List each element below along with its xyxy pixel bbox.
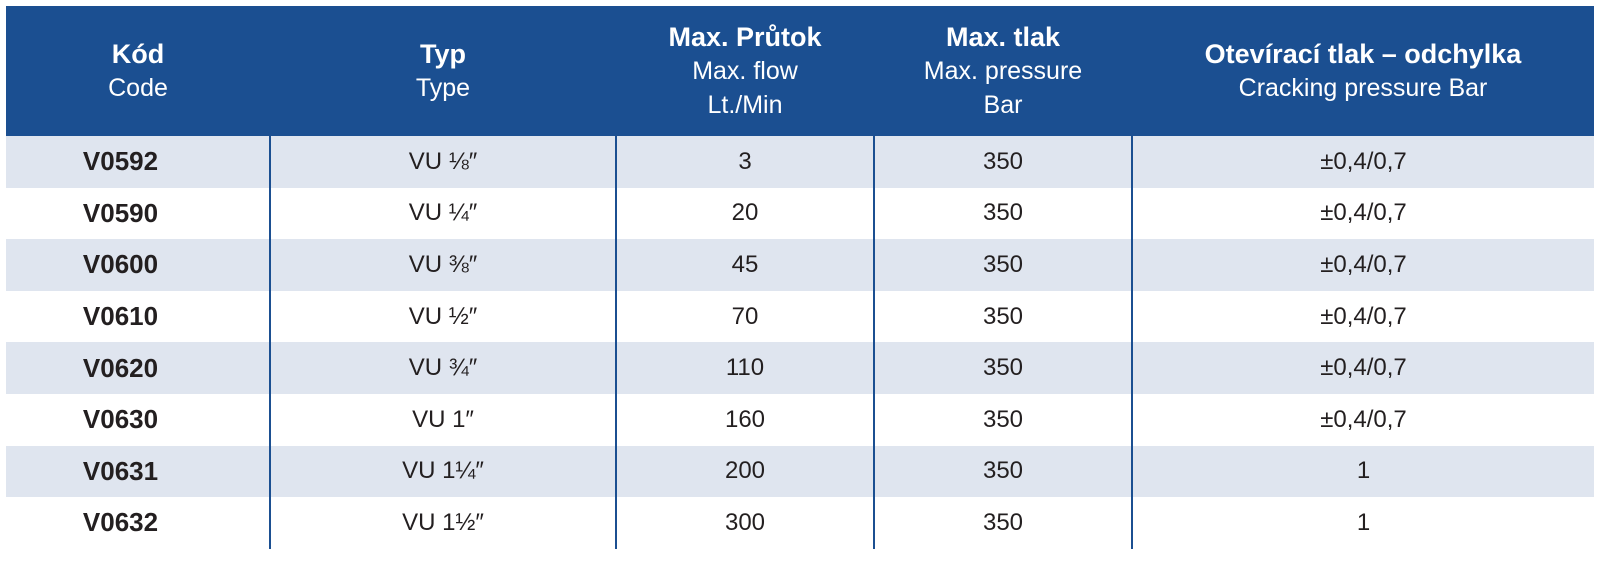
cell-code: V0632 (82, 507, 159, 538)
cell-type: VU 1¼″ (269, 445, 616, 498)
cell-max-pressure: 350 (873, 445, 1132, 498)
cell-max-flow: 45 (615, 239, 874, 291)
cell-max-pressure: 350 (873, 290, 1132, 343)
cell-max-pressure: 350 (873, 497, 1132, 549)
header-max-pressure: Max. tlak Max. pressure Bar (874, 6, 1132, 136)
header-max-flow-sub: Max. flow (692, 57, 798, 85)
cell-max-flow: 20 (615, 187, 874, 240)
header-code-main: Kód (111, 39, 165, 69)
header-max-pressure-unit: Bar (983, 91, 1023, 119)
cell-code: V0610 (82, 301, 159, 332)
header-cracking-pressure: Otevírací tlak – odchylka Cracking press… (1132, 6, 1594, 136)
cell-max-pressure: 350 (873, 239, 1132, 291)
cell-max-pressure: 350 (873, 342, 1132, 394)
cell-type: VU ¼″ (269, 187, 616, 240)
cell-code: V0592 (82, 146, 159, 177)
header-max-flow: Max. Průtok Max. flow Lt./Min (616, 6, 874, 136)
table-row: V0590 VU ¼″ 20 350 ±0,4/0,7 (6, 187, 1594, 240)
cell-code: V0630 (82, 404, 159, 435)
cell-max-flow: 160 (615, 393, 874, 446)
cell-max-pressure: 350 (873, 136, 1132, 188)
header-code: Kód Code (6, 6, 270, 136)
cell-cracking-pressure: ±0,4/0,7 (1131, 187, 1594, 240)
cell-max-flow: 70 (615, 290, 874, 343)
cell-max-flow: 110 (615, 342, 874, 394)
valve-spec-table: Kód Code Typ Type Max. Průtok Max. flow … (6, 6, 1594, 549)
cell-type: VU ⅛″ (269, 136, 616, 188)
header-max-flow-unit: Lt./Min (707, 91, 783, 119)
header-max-pressure-sub: Max. pressure (923, 57, 1083, 85)
cell-cracking-pressure: ±0,4/0,7 (1131, 342, 1594, 394)
cell-cracking-pressure: ±0,4/0,7 (1131, 136, 1594, 188)
cell-code: V0631 (82, 455, 159, 486)
table-row: V0592 VU ⅛″ 3 350 ±0,4/0,7 (6, 136, 1594, 188)
cell-type: VU 1½″ (269, 497, 616, 549)
header-type: Typ Type (270, 6, 616, 136)
cell-max-flow: 200 (615, 445, 874, 498)
cell-max-flow: 3 (615, 136, 874, 188)
table-row: V0620 VU ¾″ 110 350 ±0,4/0,7 (6, 342, 1594, 394)
cell-type: VU 1″ (269, 393, 616, 446)
cell-max-pressure: 350 (873, 393, 1132, 446)
cell-code: V0600 (82, 249, 159, 280)
header-cracking-pressure-sub: Cracking pressure Bar (1238, 74, 1488, 102)
cell-cracking-pressure: 1 (1131, 445, 1594, 498)
cell-type: VU ½″ (269, 290, 616, 343)
cell-cracking-pressure: 1 (1131, 497, 1594, 549)
header-max-flow-main: Max. Průtok (668, 22, 822, 52)
header-type-sub: Type (415, 74, 471, 102)
cell-type: VU ⅜″ (269, 239, 616, 291)
header-type-main: Typ (420, 39, 466, 69)
table-header: Kód Code Typ Type Max. Průtok Max. flow … (6, 6, 1594, 136)
header-max-pressure-main: Max. tlak (945, 22, 1061, 52)
header-cracking-pressure-main: Otevírací tlak – odchylka (1204, 39, 1522, 69)
cell-max-flow: 300 (615, 497, 874, 549)
cell-code: V0620 (82, 352, 159, 383)
table-row: V0610 VU ½″ 70 350 ±0,4/0,7 (6, 290, 1594, 343)
header-code-sub: Code (108, 74, 168, 102)
table-row: V0632 VU 1½″ 300 350 1 (6, 497, 1594, 549)
cell-code: V0590 (82, 197, 159, 228)
cell-cracking-pressure: ±0,4/0,7 (1131, 393, 1594, 446)
table-row: V0600 VU ⅜″ 45 350 ±0,4/0,7 (6, 239, 1594, 291)
cell-cracking-pressure: ±0,4/0,7 (1131, 239, 1594, 291)
header-row: Kód Code Typ Type Max. Průtok Max. flow … (6, 6, 1594, 136)
cell-type: VU ¾″ (269, 342, 616, 394)
table-body: V0592 VU ⅛″ 3 350 ±0,4/0,7 V0590 VU ¼″ 2… (6, 136, 1594, 549)
cell-cracking-pressure: ±0,4/0,7 (1131, 290, 1594, 343)
cell-max-pressure: 350 (873, 187, 1132, 240)
table-row: V0631 VU 1¼″ 200 350 1 (6, 445, 1594, 498)
table-row: V0630 VU 1″ 160 350 ±0,4/0,7 (6, 393, 1594, 446)
